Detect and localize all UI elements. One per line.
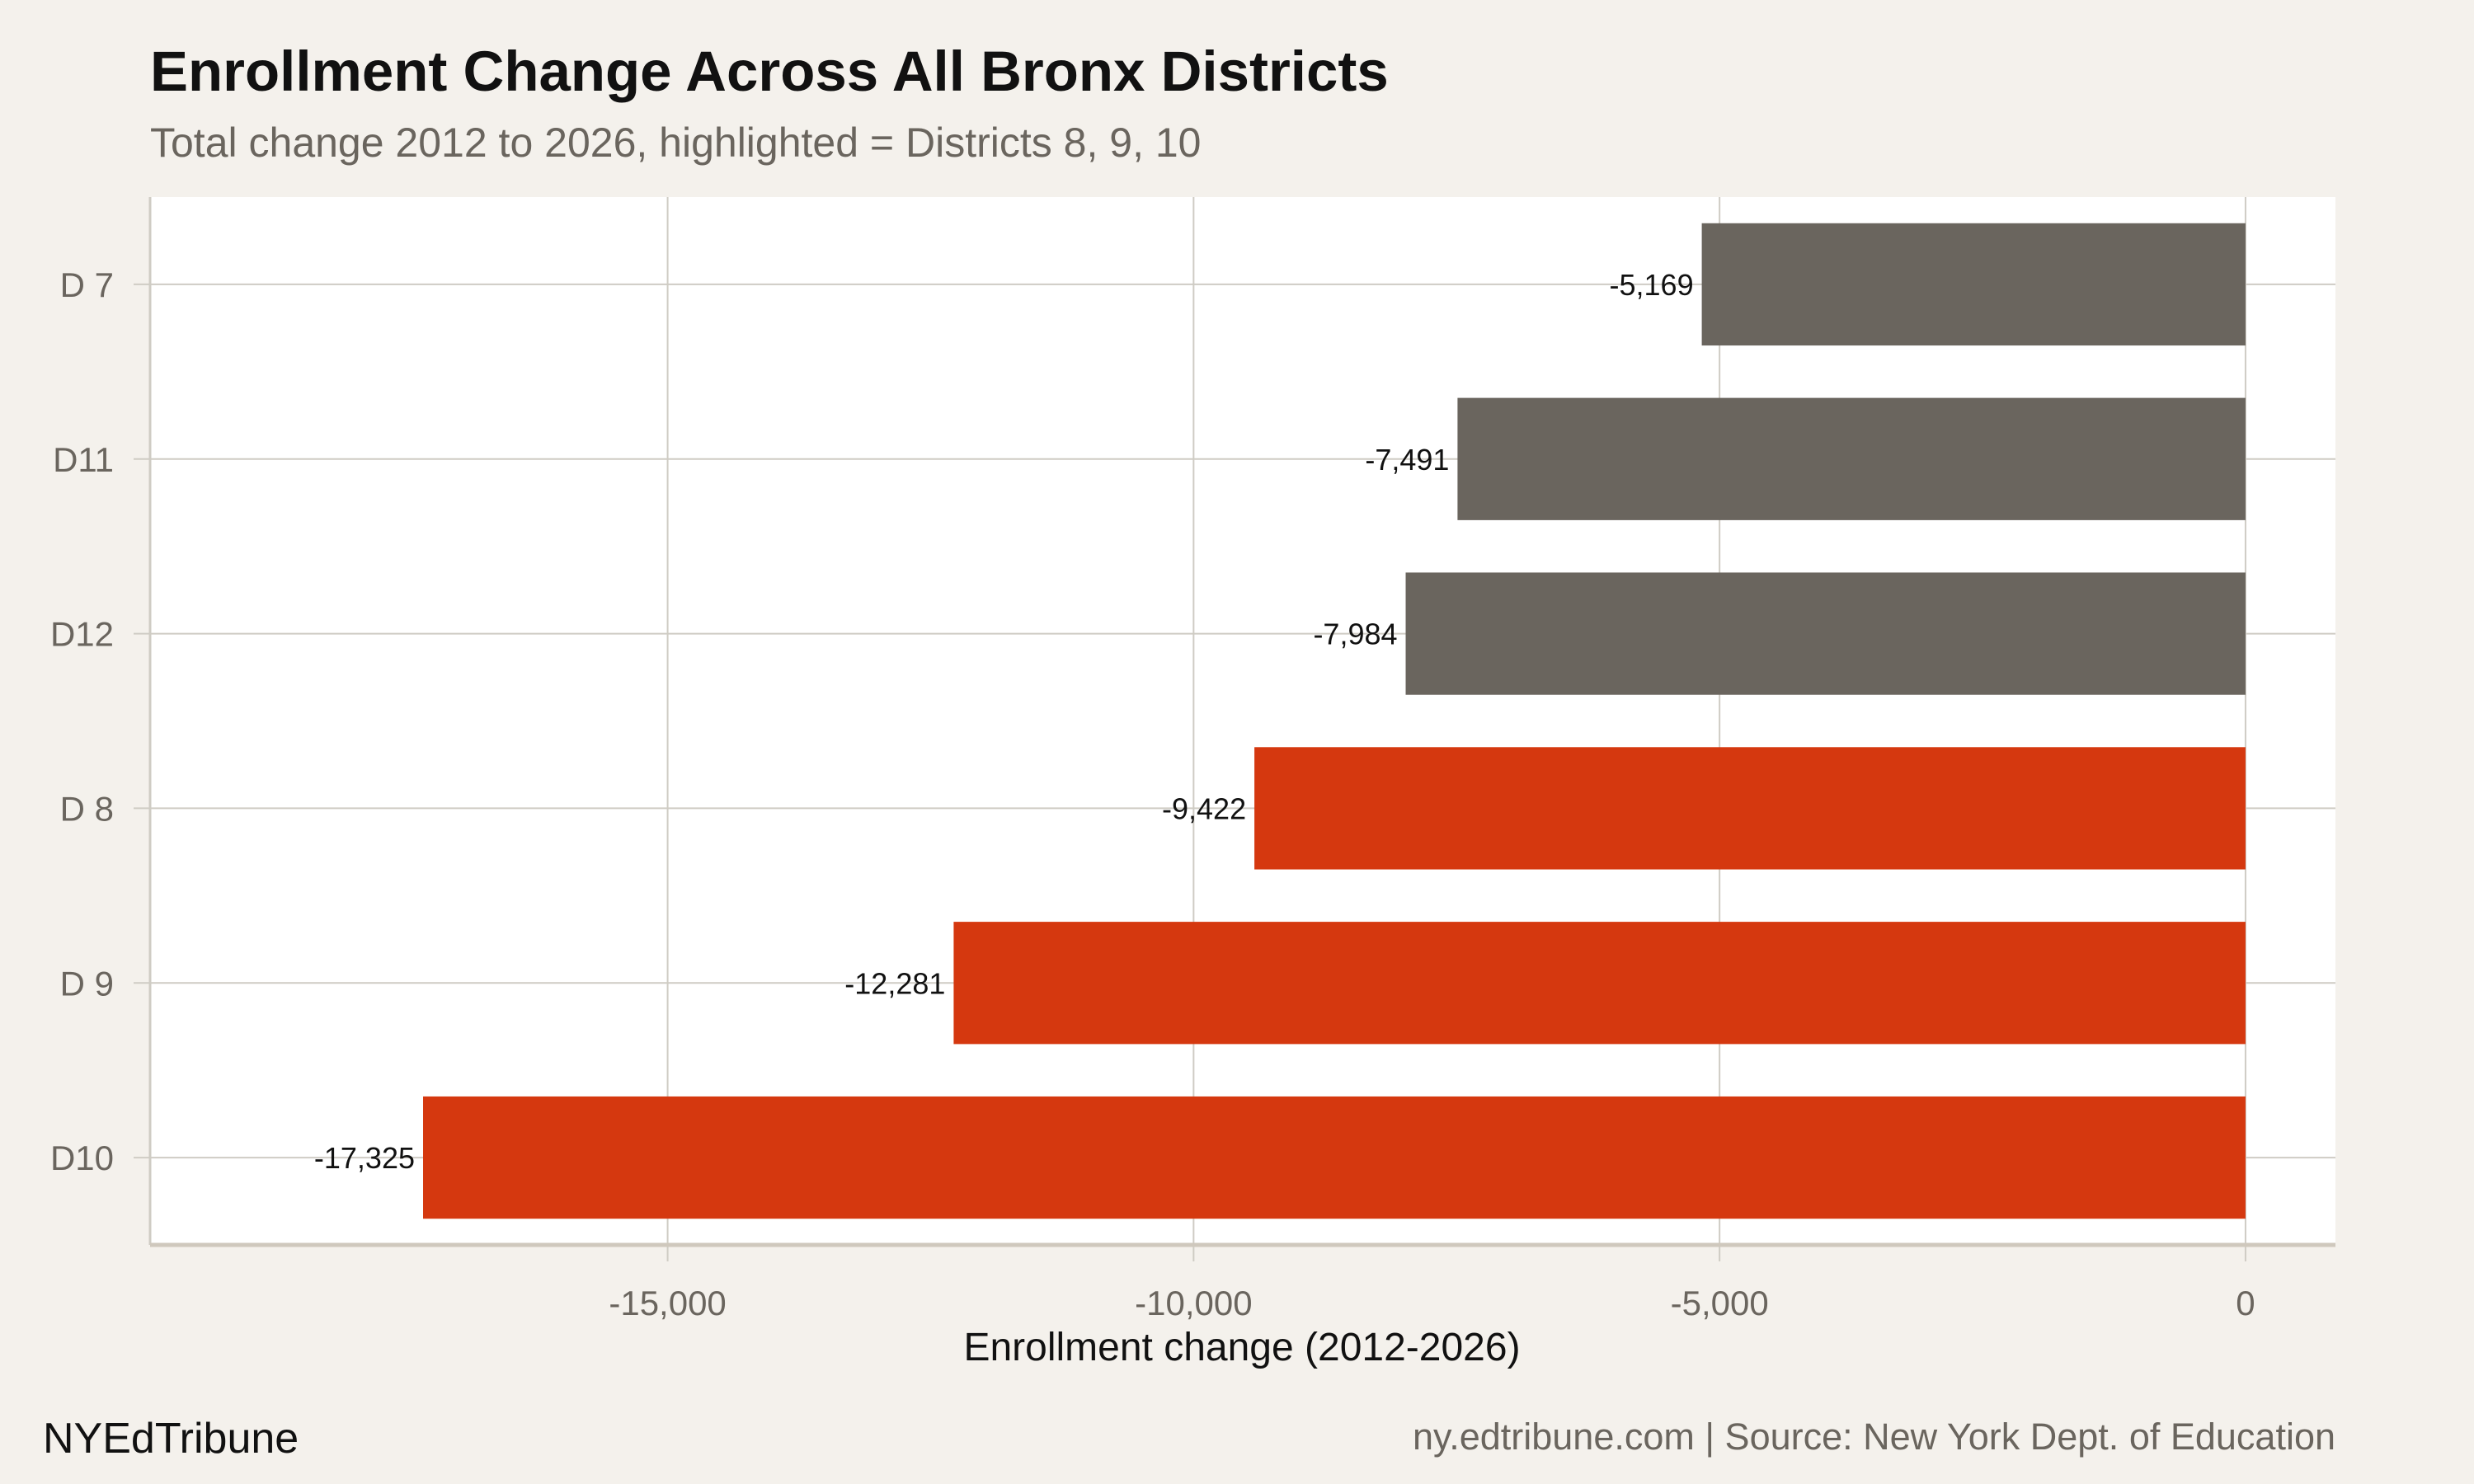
axes: -15,000 -10,000 -5,000 0 D 7 D11 D12 D 8 D 9 D10 — [50, 197, 2335, 1322]
plot-panel — [150, 197, 2335, 1245]
x-tick-label: 0 — [2236, 1284, 2255, 1322]
bar-d12 — [1405, 572, 2246, 695]
y-tick-label: D 9 — [60, 964, 114, 1003]
data-label: -7,491 — [1365, 443, 1449, 477]
bar-d11 — [1457, 397, 2246, 520]
bar-d9 — [953, 922, 2246, 1045]
bar-d7 — [1701, 223, 2246, 346]
y-tick-label: D 8 — [60, 789, 114, 828]
x-tick-label: -10,000 — [1135, 1284, 1252, 1322]
y-tick-label: D11 — [53, 440, 114, 479]
bars: -5,169 -7,491 -7,984 -9,422 -12,281 -17,325 — [314, 223, 2246, 1219]
data-label: -9,422 — [1162, 791, 1246, 825]
x-axis-title: Enrollment change (2012-2026) — [963, 1326, 1520, 1369]
y-tick-label: D12 — [50, 615, 114, 654]
x-tick-label: -15,000 — [609, 1284, 726, 1322]
bar-d8 — [1254, 747, 2246, 870]
brand-logo-text: NYEdTribune — [43, 1415, 299, 1463]
x-tick-label: -5,000 — [1671, 1284, 1769, 1322]
source-note: ny.edtribune.com | Source: New York Dept… — [1413, 1416, 2335, 1458]
y-tick-label: D10 — [50, 1139, 114, 1177]
data-label: -5,169 — [1610, 268, 1694, 302]
chart-title: Enrollment Change Across All Bronx Distr… — [150, 40, 1389, 103]
data-label: -7,984 — [1313, 618, 1397, 651]
y-tick-label: D 7 — [60, 265, 114, 304]
chart-subtitle: Total change 2012 to 2026, highlighted =… — [150, 120, 1201, 166]
bar-d10 — [423, 1096, 2246, 1219]
data-label: -12,281 — [844, 966, 945, 1000]
data-label: -17,325 — [314, 1141, 415, 1175]
